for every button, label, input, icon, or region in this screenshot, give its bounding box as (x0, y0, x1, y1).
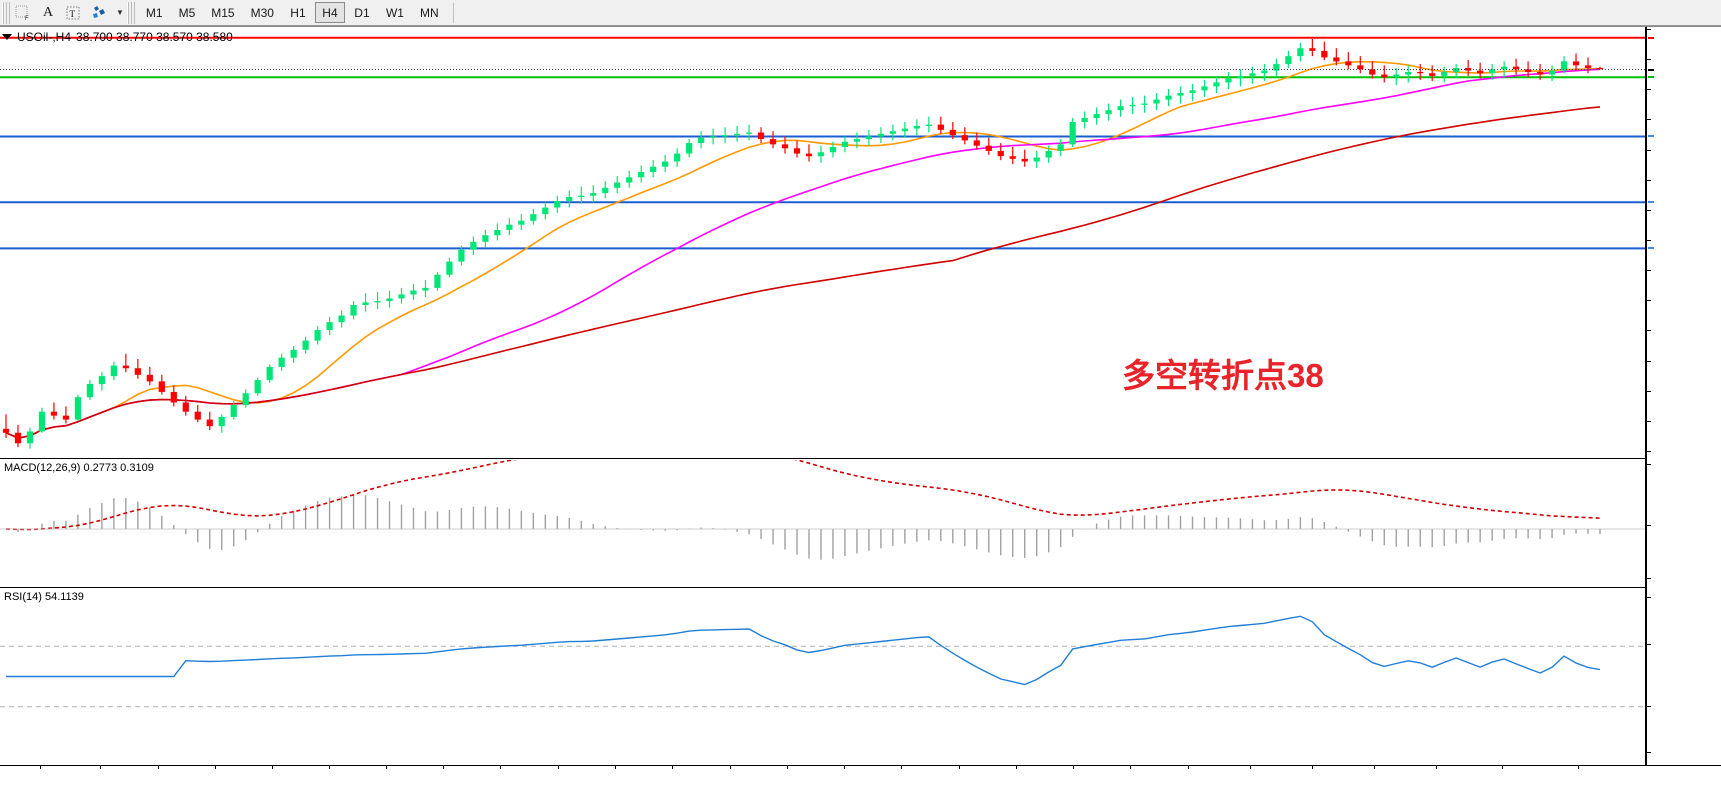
ma-mid-line (5, 68, 1601, 439)
time-axis[interactable] (0, 765, 1721, 791)
rsi-pane[interactable]: RSI(14) 54.1139 (0, 589, 1645, 766)
price-axis[interactable] (1645, 27, 1721, 766)
price-axis-badge (1648, 36, 1654, 39)
chart-menu-triangle-icon[interactable] (2, 34, 12, 40)
macd-label: MACD(12,26,9) 0.2773 0.3109 (4, 462, 154, 474)
chart-annotation-text: 多空转折点38 (1122, 357, 1324, 394)
timeframe-button-w1[interactable]: W1 (385, 5, 404, 20)
toolbar-drag-handle[interactable] (2, 1, 10, 24)
symbol-name: USOil-,H4 (17, 30, 72, 44)
timeframe-button-h1[interactable]: H1 (290, 5, 306, 20)
label-tool-icon[interactable]: T (60, 2, 86, 24)
price-chart-canvas (0, 36, 1645, 449)
ma-slow-line (5, 106, 1601, 439)
timeframe-button-m5[interactable]: M5 (178, 5, 196, 20)
timeframe-button-m15[interactable]: M15 (211, 5, 235, 20)
timeframe-button-h4[interactable]: H4 (314, 2, 345, 23)
timeframe-button-m1[interactable]: M1 (145, 5, 163, 20)
chart-toolbar: F A T ▼ M1 M5 M15 M30 H1 H4 D1 W1 MN (0, 0, 1721, 26)
price-axis-badge (1648, 76, 1654, 79)
toolbar-end-separator (452, 2, 454, 23)
macd-histogram (17, 494, 1601, 560)
crosshair-icon[interactable]: F (10, 2, 36, 24)
timeframe-button-group: M1 M5 M15 M30 H1 H4 D1 W1 MN (138, 2, 447, 23)
timeframe-button-m30[interactable]: M30 (250, 5, 274, 20)
candlestick-series (2, 39, 1604, 449)
chevron-down-icon[interactable]: ▼ (116, 8, 124, 17)
ma-fast-line (5, 60, 1601, 439)
indicators-icon[interactable] (86, 2, 114, 24)
chart-area[interactable]: USOil-,H4 38.700 38.770 38.570 38.580 多空… (0, 26, 1721, 791)
macd-signal-line (5, 460, 1601, 531)
text-tool-icon[interactable]: A (42, 4, 54, 20)
timeframe-button-mn[interactable]: MN (419, 5, 439, 20)
svg-text:T: T (70, 9, 76, 19)
rsi-label: RSI(14) 54.1139 (4, 591, 84, 603)
symbol-header[interactable]: USOil-,H4 38.700 38.770 38.570 38.580 (2, 30, 233, 44)
rsi-line (6, 615, 1601, 686)
svg-text:F: F (25, 16, 29, 21)
symbol-ohlc: 38.700 38.770 38.570 38.580 (76, 30, 233, 44)
macd-chart-canvas (0, 460, 1645, 560)
toolbar-separator (126, 1, 135, 24)
macd-pane[interactable]: MACD(12,26,9) 0.2773 0.3109 (0, 460, 1645, 588)
price-pane[interactable] (0, 27, 1645, 459)
price-axis-badge (1648, 201, 1654, 204)
price-axis-badge (1648, 135, 1654, 138)
price-axis-badge (1648, 247, 1654, 250)
timeframe-button-d1[interactable]: D1 (354, 5, 370, 20)
rsi-chart-canvas (0, 615, 1645, 708)
price-axis-badge (1648, 68, 1654, 71)
